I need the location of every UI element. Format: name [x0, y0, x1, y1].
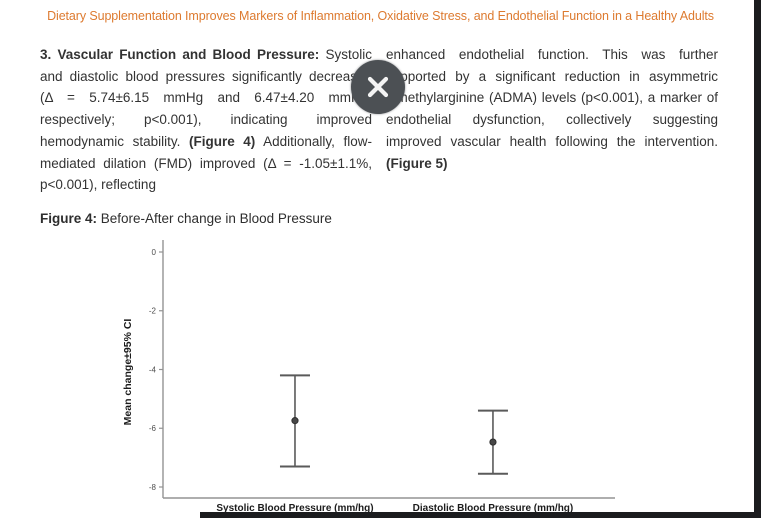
body-column-left: 3. Vascular Function and Blood Pressure:… [40, 44, 372, 196]
mean-marker [489, 438, 497, 446]
y-axis-label: Mean change±95% CI [122, 319, 134, 426]
figure-caption-text: Before-After change in Blood Pressure [97, 211, 332, 226]
figure-4-chart: 0 -2 -4 -6 -8 Mean change±95% CI Systolic Bloo… [115, 232, 761, 518]
y-tick-label: -6 [149, 424, 157, 433]
x-category-label: Diastolic Blood Pressure (mm/hg) [413, 503, 574, 514]
text-segment: Additionally, flow-mediated dilation (FM… [40, 133, 372, 193]
bold-text-segment: 3. Vascular Function and Blood Pressure: [40, 47, 320, 62]
figure-caption: Figure 4: Before-After change in Blood P… [40, 211, 720, 226]
x-icon [367, 76, 389, 98]
x-category-label: Systolic Blood Pressure (mm/hg) [216, 503, 373, 514]
bottom-edge-bar [200, 512, 761, 518]
y-tick-label: -2 [149, 307, 157, 316]
paper-title: Dietary Supplementation Improves Markers… [47, 9, 714, 23]
body-column-right: enhanced endothelial function. This was … [386, 44, 718, 196]
mean-marker [291, 417, 299, 425]
text-segment: enhanced endothelial function. This was … [386, 47, 718, 149]
y-tick-label: -8 [149, 483, 157, 492]
y-tick-label: 0 [152, 248, 157, 257]
y-tick-label: -4 [149, 365, 157, 374]
right-edge-bar [754, 0, 761, 518]
errorbar-plot: 0 -2 -4 -6 -8 Mean change±95% CI Systolic Bloo… [122, 240, 615, 514]
text-segment: Systolic and diastolic blood pressures s… [40, 47, 372, 149]
bold-text-segment: (Figure 4) [188, 133, 256, 149]
close-button[interactable] [351, 60, 405, 114]
body-text: 3. Vascular Function and Blood Pressure:… [40, 44, 718, 196]
figure-caption-label: Figure 4: [40, 211, 98, 226]
bold-text-segment: (Figure 5) [386, 155, 448, 171]
